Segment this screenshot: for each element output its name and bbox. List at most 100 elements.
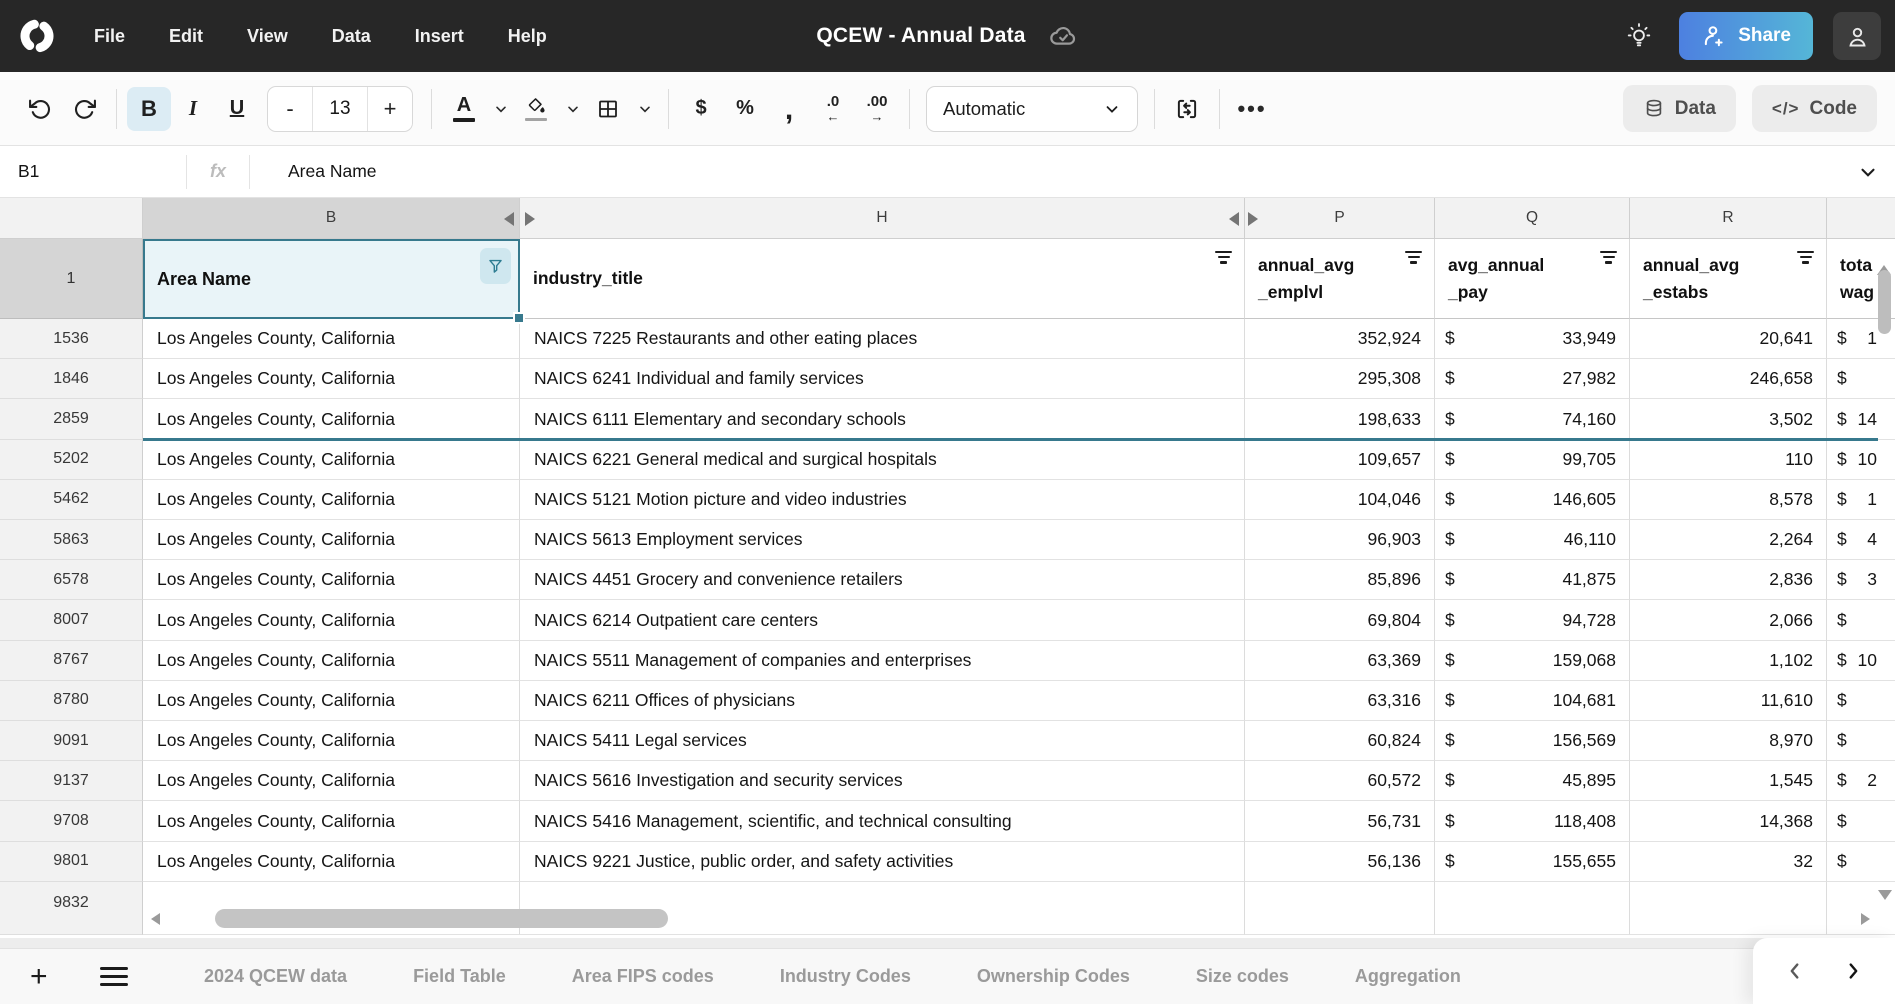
font-size-value[interactable]: 13 [312,86,368,131]
column-header-P[interactable]: P [1245,198,1435,239]
cell-industry-title[interactable]: NAICS 9221 Justice, public order, and sa… [520,841,1245,882]
column-header-R[interactable]: R [1630,198,1827,239]
cell-industry-title[interactable]: NAICS 5511 Management of companies and e… [520,640,1245,681]
filter-menu-icon[interactable] [1405,251,1422,264]
expand-columns-left-icon[interactable] [504,212,514,226]
cell-area-name[interactable]: Los Angeles County, California [143,479,520,521]
bold-button[interactable]: B [127,86,171,131]
formula-input[interactable]: Area Name [288,161,377,181]
cell-annual-avg-emplvl[interactable]: 109,657 [1245,439,1435,480]
cell-total-wages[interactable]: $10 [1827,641,1895,681]
cell-industry-title[interactable]: NAICS 5121 Motion picture and video indu… [520,479,1245,521]
expand-columns-left-icon[interactable] [1229,212,1239,226]
cell-annual-avg-estabs[interactable]: 14,368 [1630,801,1827,842]
cell-total-wages[interactable]: $2 [1827,761,1895,802]
cell-industry-title[interactable]: NAICS 6214 Outpatient care centers [520,600,1245,641]
text-color-button[interactable]: A [442,87,486,131]
scroll-down-icon[interactable] [1878,890,1892,900]
sheet-tab-aggregation[interactable]: Aggregation [1354,966,1461,986]
sheet-tab-industry-codes[interactable]: Industry Codes [779,966,911,986]
cell-area-name[interactable]: Los Angeles County, California [143,721,520,762]
share-button[interactable]: Share [1679,12,1813,60]
sheet-tab-area-fips-codes[interactable]: Area FIPS codes [571,966,714,986]
cell-industry-title[interactable]: NAICS 6221 General medical and surgical … [520,439,1245,480]
tabs-scroll-left-icon[interactable] [1784,960,1806,982]
row-header[interactable]: 9091 [0,721,143,762]
cell[interactable] [143,881,520,935]
row-header[interactable]: 9137 [0,761,143,802]
cell-H1[interactable]: industry_title [520,239,1245,319]
cell-avg-annual-pay[interactable]: $146,605 [1435,479,1630,521]
convert-range-button[interactable] [1165,87,1209,131]
decrease-decimals-button[interactable]: .0 ← [826,93,840,124]
cell-S1[interactable]: tota wag [1827,239,1895,319]
cell-annual-avg-emplvl[interactable]: 60,824 [1245,721,1435,762]
cell-area-name[interactable]: Los Angeles County, California [143,319,520,360]
cell-area-name[interactable]: Los Angeles County, California [143,761,520,802]
vertical-scrollbar-thumb[interactable] [1878,270,1891,334]
cell-annual-avg-emplvl[interactable]: 56,731 [1245,801,1435,842]
cell-annual-avg-estabs[interactable]: 20,641 [1630,319,1827,360]
cell-annual-avg-estabs[interactable]: 32 [1630,841,1827,882]
sheet-list-menu-icon[interactable] [100,967,130,986]
cell-annual-avg-estabs[interactable]: 246,658 [1630,359,1827,400]
cell-avg-annual-pay[interactable]: $159,068 [1435,640,1630,681]
row-header[interactable]: 1846 [0,359,143,400]
cell[interactable] [520,881,1245,935]
cell-avg-annual-pay[interactable]: $74,160 [1435,399,1630,440]
cell-annual-avg-emplvl[interactable]: 69,804 [1245,600,1435,641]
cell-area-name[interactable]: Los Angeles County, California [143,560,520,601]
cell-industry-title[interactable]: NAICS 7225 Restaurants and other eating … [520,319,1245,360]
number-format-select[interactable]: Automatic [926,85,1138,132]
cell-industry-title[interactable]: NAICS 4451 Grocery and convenience retai… [520,560,1245,601]
cell-total-wages[interactable]: $ [1827,600,1895,641]
sheet-tab-field-table[interactable]: Field Table [413,966,506,986]
row-header[interactable]: 8780 [0,680,143,722]
font-size-decrease-button[interactable]: - [286,95,294,121]
cell-annual-avg-emplvl[interactable]: 295,308 [1245,359,1435,400]
cell-annual-avg-emplvl[interactable]: 104,046 [1245,479,1435,521]
row-header[interactable]: 5202 [0,439,143,480]
menu-view[interactable]: View [247,25,288,46]
cell-area-name[interactable]: Los Angeles County, California [143,600,520,641]
data-panel-button[interactable]: Data [1622,85,1736,132]
column-header-S[interactable] [1827,198,1895,239]
cell-avg-annual-pay[interactable]: $118,408 [1435,801,1630,842]
cell-avg-annual-pay[interactable]: $46,110 [1435,520,1630,561]
cell-avg-annual-pay[interactable]: $94,728 [1435,600,1630,641]
cell-total-wages[interactable]: $ [1827,801,1895,842]
column-header-B[interactable]: B [143,198,520,239]
cell-R1[interactable]: annual_avg _estabs [1630,239,1827,319]
tabs-scroll-right-icon[interactable] [1842,960,1864,982]
cell-industry-title[interactable]: NAICS 6111 Elementary and secondary scho… [520,399,1245,440]
text-color-dropdown-icon[interactable] [488,87,514,131]
cell-total-wages[interactable]: $1 [1827,319,1895,360]
row-header[interactable]: 9708 [0,801,143,842]
cell[interactable] [1245,881,1435,935]
cell-area-name[interactable]: Los Angeles County, California [143,399,520,440]
cell-B1-selected[interactable]: Area Name [143,239,525,324]
cell-total-wages[interactable]: $ [1827,842,1895,882]
cell-total-wages[interactable]: $ [1827,721,1895,762]
cell-annual-avg-estabs[interactable]: 1,102 [1630,640,1827,681]
sheet-tab-size-codes[interactable]: Size codes [1195,966,1289,986]
comma-format-button[interactable]: , [784,92,794,126]
row-header[interactable]: 2859 [0,399,143,440]
increase-decimals-button[interactable]: .00 → [866,93,888,124]
filter-menu-icon[interactable] [1215,251,1232,264]
column-header-H[interactable]: H [520,198,1245,239]
cell-area-name[interactable]: Los Angeles County, California [143,640,520,681]
cell-annual-avg-estabs[interactable]: 11,610 [1630,680,1827,722]
row-header[interactable]: 6578 [0,560,143,601]
cell-total-wages[interactable]: $3 [1827,560,1895,601]
scroll-left-icon[interactable] [151,913,160,925]
cell-area-name[interactable]: Los Angeles County, California [143,841,520,882]
currency-format-button[interactable]: $ [695,97,707,119]
cell-total-wages[interactable]: $ [1827,681,1895,722]
cell-avg-annual-pay[interactable]: $104,681 [1435,680,1630,722]
menu-help[interactable]: Help [507,25,547,46]
undo-button[interactable] [18,87,62,131]
account-avatar-button[interactable] [1833,12,1881,60]
cell-area-name[interactable]: Los Angeles County, California [143,680,520,722]
cell-P1[interactable]: annual_avg _emplvl [1245,239,1435,319]
